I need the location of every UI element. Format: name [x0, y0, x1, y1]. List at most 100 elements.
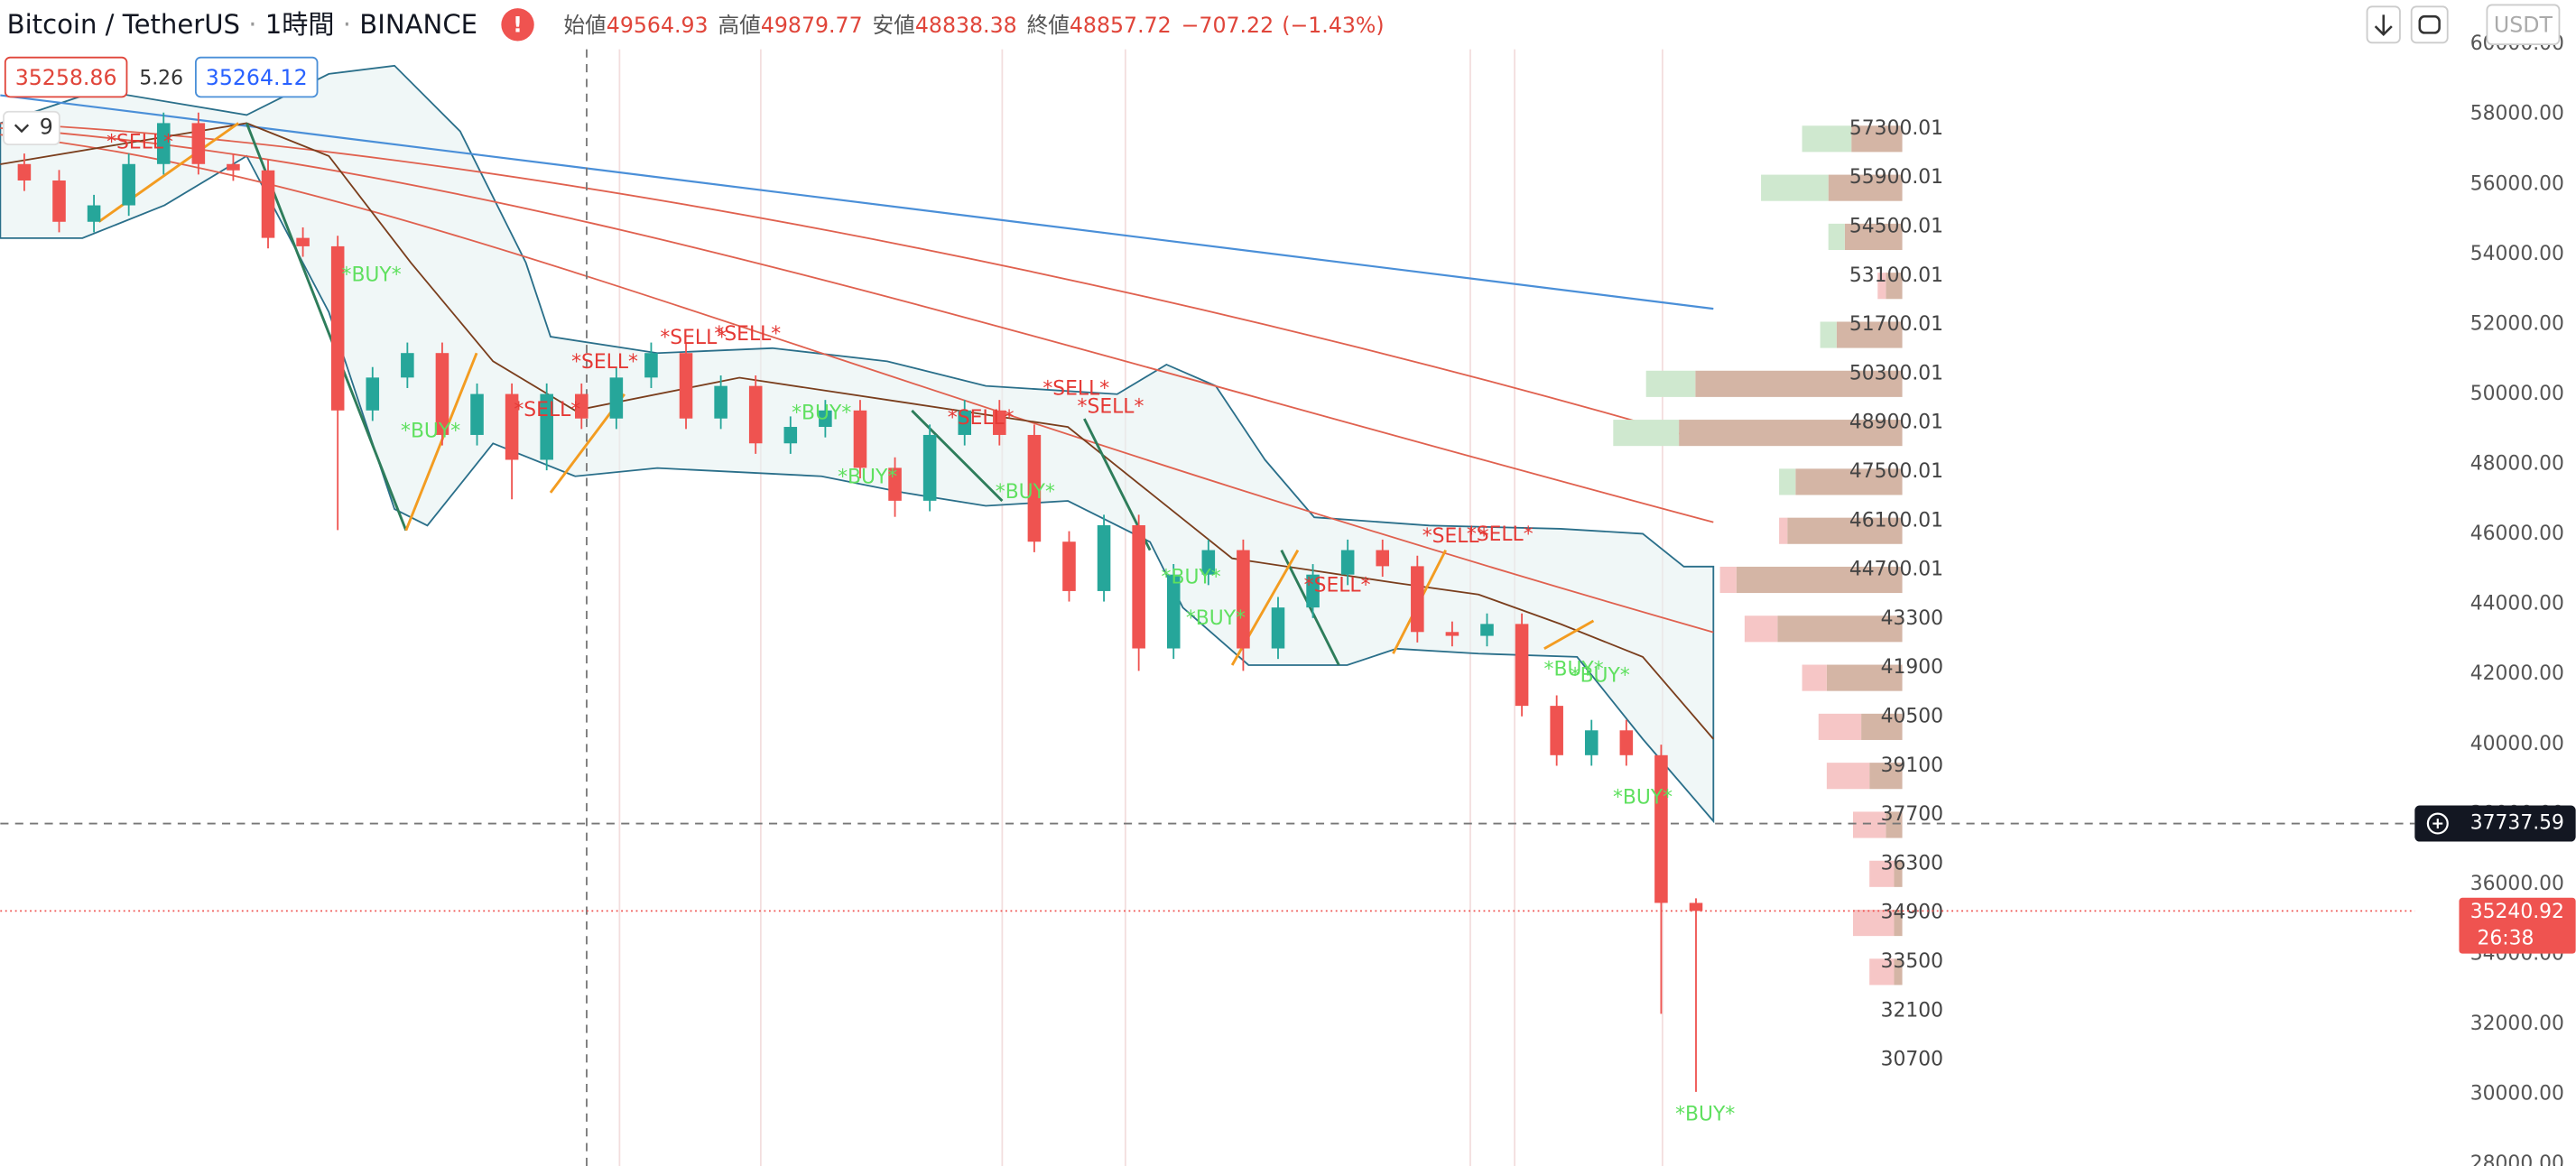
separator: · [335, 9, 360, 40]
volume-bar [1818, 713, 1862, 740]
candle-body [958, 410, 971, 435]
sell-button[interactable] [4, 56, 128, 98]
candle-body [1132, 525, 1145, 649]
candle-body [1062, 541, 1076, 591]
signal-label: *SELL* [1078, 395, 1144, 418]
candle-body [1550, 706, 1563, 755]
volume-bar [1828, 223, 1845, 250]
candle-body [575, 393, 588, 419]
volume-price-label: 40500 [1881, 705, 1943, 727]
volume-bar [1826, 763, 1870, 790]
volume-value-area [1894, 910, 1903, 937]
volume-price-label: 53100.01 [1849, 264, 1943, 287]
crosshair-price: 37737.59 [2470, 812, 2564, 835]
volume-bar [1719, 566, 1737, 594]
y-tick-label: 42000.00 [2470, 662, 2564, 685]
crosshair-add-icon [2426, 812, 2449, 835]
candle-body [1271, 607, 1285, 649]
candle-body [505, 393, 519, 460]
volume-price-label: 30700 [1881, 1049, 1943, 1071]
y-tick-label: 36000.00 [2470, 873, 2564, 895]
candle-body [296, 237, 310, 246]
ohlc-line: 始値49564.93 高値49879.77 安値48838.38 終値48857.72… [564, 13, 1385, 38]
volume-value-area [1736, 566, 1903, 594]
volume-bar [1779, 468, 1796, 495]
volume-price-label: 34900 [1881, 902, 1943, 924]
candle-body [1201, 550, 1216, 575]
signal-label: *BUY* [1544, 658, 1604, 680]
volume-value-area [1851, 125, 1903, 153]
buy-button[interactable] [194, 56, 319, 98]
volume-price-label: 51700.01 [1849, 313, 1943, 336]
moving-average [0, 122, 1714, 445]
volume-price-label: 37700 [1881, 803, 1943, 826]
volume-value-area [1886, 811, 1903, 838]
volume-value-area [1844, 223, 1903, 250]
y-tick-label: 56000.00 [2470, 172, 2564, 195]
signal-label: *SELL* [660, 327, 727, 349]
moving-average [0, 122, 1714, 740]
symbol-title: Bitcoin / TetherUS · 1時間 · BINANCE [7, 9, 477, 40]
moving-average [0, 127, 1714, 523]
refresh-button[interactable] [2410, 5, 2449, 44]
candle-body [17, 163, 32, 180]
signal-label: *SELL* [571, 351, 638, 374]
signal-label: *SELL* [1467, 523, 1534, 546]
candle-body [609, 377, 624, 419]
candle-body [1376, 550, 1390, 567]
y-tick-label: 40000.00 [2470, 733, 2564, 755]
volume-price-label: 50300.01 [1849, 362, 1943, 384]
volume-bar [1744, 615, 1778, 643]
volume-value-area [1777, 615, 1903, 643]
signal-label: *SELL* [1042, 377, 1109, 400]
candle-body [435, 353, 449, 435]
candle-body [261, 170, 275, 238]
candle-body [87, 205, 101, 222]
change: −707.22 [1181, 13, 1274, 38]
signal-label: *BUY* [1675, 1104, 1735, 1126]
volume-bar [1852, 811, 1886, 838]
indicator-count: 9 [40, 114, 53, 139]
volume-price-label: 55900.01 [1849, 166, 1943, 189]
spread: 5.26 [139, 67, 183, 89]
candle-body [853, 410, 867, 468]
candle-body [1340, 550, 1355, 575]
buy-price: 35264.12 [206, 65, 308, 90]
candle-body [470, 393, 484, 435]
candle-body [1237, 550, 1250, 649]
signal-label: *BUY* [996, 481, 1055, 504]
ohlc-label: 高値 [718, 13, 761, 38]
y-tick-label: 44000.00 [2470, 593, 2564, 615]
y-tick-label: 30000.00 [2470, 1083, 2564, 1106]
volume-price-label: 36300 [1881, 852, 1943, 874]
candle-body [156, 123, 171, 164]
candle-body [1480, 624, 1494, 636]
signal-label: *SELL* [1422, 525, 1489, 548]
candle-body [1515, 624, 1529, 707]
signal-label: *BUY* [401, 421, 460, 443]
candle-body [540, 393, 553, 460]
volume-price-label: 32100 [1881, 999, 1943, 1022]
alert-icon[interactable] [501, 8, 534, 42]
separator: · [240, 9, 265, 40]
countdown: 26:38 [2477, 927, 2534, 949]
candle-body [819, 410, 832, 428]
interval: 1時間 [265, 9, 335, 40]
signal-label: *BUY* [792, 403, 851, 425]
volume-price-label: 39100 [1881, 754, 1943, 777]
candle-body [1445, 632, 1459, 636]
volume-price-label: 47500.01 [1849, 460, 1943, 483]
volume-bar [1613, 420, 1680, 447]
refresh-icon [2418, 14, 2441, 34]
indicator-toggle[interactable] [3, 110, 60, 146]
volume-bar [1761, 174, 1829, 201]
y-tick-label: 54000.00 [2470, 243, 2564, 265]
currency-button[interactable] [2486, 4, 2561, 46]
signal-label: *SELL* [1304, 575, 1371, 597]
ohlc-value: 49564.93 [607, 13, 709, 38]
volume-value-area [1695, 370, 1903, 397]
currency: USDT [2494, 13, 2553, 38]
volume-bar [1779, 517, 1788, 544]
